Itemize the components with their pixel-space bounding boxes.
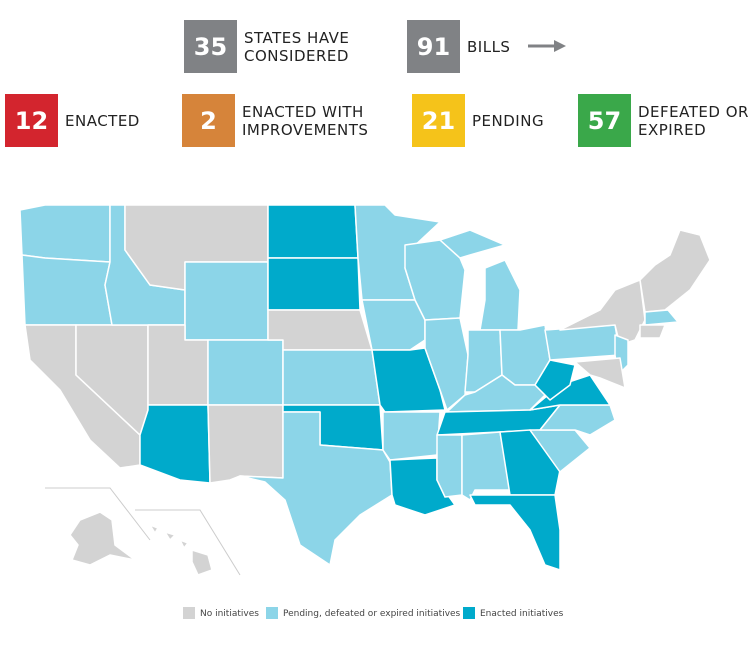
state <box>439 229 506 259</box>
us-map <box>19 204 711 576</box>
stat-label: IMPROVEMENTS <box>242 121 368 139</box>
stat-number: 35 <box>194 33 227 61</box>
legend-swatch <box>463 607 475 619</box>
state <box>139 404 211 484</box>
state <box>424 317 469 411</box>
state <box>267 257 361 311</box>
state <box>574 357 626 389</box>
state <box>282 349 381 406</box>
state <box>149 524 159 534</box>
stat-label: ENACTED WITH <box>242 103 364 121</box>
stat-box <box>5 94 58 147</box>
legend-swatch <box>266 607 278 619</box>
state <box>436 434 463 498</box>
state <box>267 204 359 259</box>
state <box>239 411 393 566</box>
stat-label: STATES HAVE <box>244 29 349 47</box>
stat-number: 57 <box>588 107 621 135</box>
stat-number: 91 <box>417 33 450 61</box>
stat-box <box>182 94 235 147</box>
stat-label: CONSIDERED <box>244 47 349 65</box>
stat-label: DEFEATED OR <box>638 103 749 121</box>
legend-label: No initiatives <box>200 609 259 619</box>
stat-label: PENDING <box>472 112 544 130</box>
state <box>544 324 621 361</box>
state <box>479 259 521 331</box>
arrow <box>528 40 566 52</box>
state <box>19 204 111 263</box>
legend: No initiatives Pending, defeated or expir… <box>183 607 564 619</box>
legend-swatch <box>183 607 195 619</box>
legend-label: Pending, defeated or expired initiatives <box>283 609 461 619</box>
state <box>499 429 561 496</box>
stat-number: 2 <box>200 107 217 135</box>
stat-box <box>184 20 237 73</box>
state <box>361 299 426 351</box>
state <box>207 404 284 484</box>
state <box>371 347 446 413</box>
state <box>179 539 189 549</box>
state <box>267 309 373 351</box>
stat-number: 21 <box>422 107 455 135</box>
state <box>191 549 213 576</box>
state <box>69 511 136 566</box>
stat-label: BILLS <box>467 38 510 56</box>
stat-number: 12 <box>15 107 48 135</box>
stat-box <box>412 94 465 147</box>
stat-label: ENACTED <box>65 112 140 130</box>
state <box>534 359 576 401</box>
state <box>21 254 113 326</box>
state <box>164 531 176 541</box>
state <box>639 324 666 339</box>
legend-label: Enacted initiatives <box>480 609 564 619</box>
state <box>639 229 711 313</box>
state <box>382 411 441 461</box>
state <box>184 261 269 341</box>
state <box>644 309 679 326</box>
stat-box <box>578 94 631 147</box>
state <box>469 494 561 571</box>
stat-box <box>407 20 460 73</box>
state <box>207 339 284 406</box>
stat-label: EXPIRED <box>638 121 706 139</box>
